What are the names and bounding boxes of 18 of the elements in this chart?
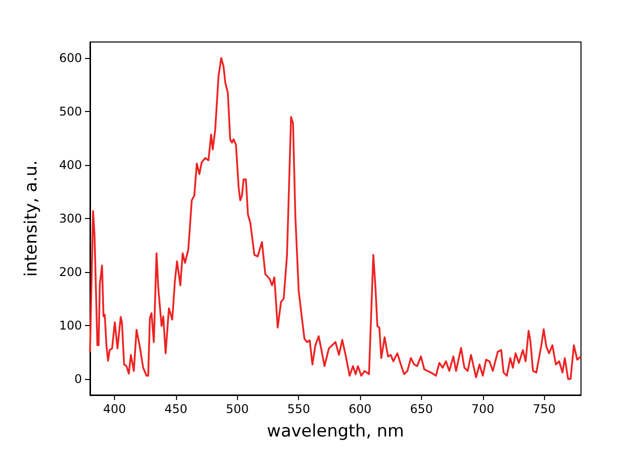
- line-series: [89, 57, 582, 380]
- x-tick-label: 550: [287, 402, 310, 416]
- x-tick-label: 750: [532, 402, 556, 416]
- y-tick-label: 500: [59, 104, 82, 119]
- x-tick-label: 500: [226, 402, 249, 416]
- x-tick-label: 600: [348, 402, 372, 416]
- y-tick-label: 300: [59, 212, 82, 226]
- y-tick-label: 200: [59, 264, 82, 279]
- y-tick-label: 0: [74, 372, 82, 386]
- x-tick-label: 700: [471, 402, 494, 416]
- y-tick-label: 100: [59, 318, 82, 332]
- y-tick-label: 400: [59, 158, 82, 172]
- y-tick-label: 600: [59, 51, 82, 66]
- x-tick-label: 450: [164, 402, 188, 416]
- x-tick-label: 650: [410, 402, 433, 416]
- y-axis-title: intensity, a.u.: [22, 160, 42, 277]
- x-axis-title: wavelength, nm: [266, 422, 404, 442]
- x-tick-label: 400: [103, 402, 126, 416]
